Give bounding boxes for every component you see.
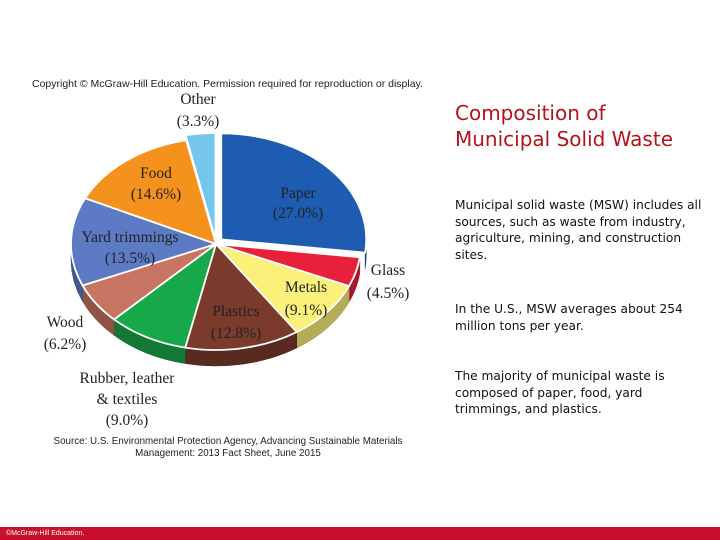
pie-value-glass: (4.5%) xyxy=(367,285,410,302)
pie-value-paper: (27.0%) xyxy=(273,205,323,222)
footer-bar: ©McGraw-Hill Education. xyxy=(0,527,720,540)
pie-value-other: (3.3%) xyxy=(177,113,220,130)
paragraph-msw-definition: Municipal solid waste (MSW) includes all… xyxy=(455,198,702,262)
pie-labels: Paper (27.0%) Glass (4.5%) Metals (9.1%) Plast… xyxy=(44,91,410,429)
paragraph-msw-majority: The majority of municipal waste is compo… xyxy=(455,369,665,416)
pie-slices xyxy=(70,132,368,351)
slide-title-line1: Composition of xyxy=(455,101,606,125)
pie-value-metals: (9.1%) xyxy=(285,302,328,319)
pie-label-other: Other xyxy=(180,91,216,108)
copyright-notice: Copyright © McGraw-Hill Education. Permi… xyxy=(32,78,423,90)
pie-slice-rubber-leather-textiles xyxy=(112,241,218,349)
pie-value-food: (14.6%) xyxy=(131,186,181,203)
source-line1: Source: U.S. Environmental Protection Ag… xyxy=(53,436,403,447)
pie-label-paper: Paper xyxy=(280,185,316,202)
pie-slice-metals xyxy=(213,242,351,334)
pie-label-glass: Glass xyxy=(371,262,405,279)
pie-slice-other xyxy=(184,132,217,240)
pie-label-food: Food xyxy=(140,165,172,182)
footer-copyright: ©McGraw-Hill Education. xyxy=(6,530,85,537)
pie-label-yard-trimmings: Yard trimmings xyxy=(81,229,178,246)
pie-value-plastics: (12.8%) xyxy=(211,325,261,342)
pie-value-rubber-leather-textiles: (9.0%) xyxy=(106,412,149,429)
slide-title-line2: Municipal Solid Waste xyxy=(455,127,673,151)
pie-slice-food xyxy=(83,139,218,246)
pie-label-rubber-leather-textiles-line1: Rubber, leather xyxy=(80,370,176,387)
pie-slice-yard-trimmings xyxy=(70,197,219,287)
pie-value-yard-trimmings: (13.5%) xyxy=(105,250,155,267)
slide-title: Composition of Municipal Solid Waste xyxy=(455,100,705,152)
pie-label-metals: Metals xyxy=(285,279,327,296)
pie-label-plastics: Plastics xyxy=(212,303,259,320)
source-citation: Source: U.S. Environmental Protection Ag… xyxy=(38,436,418,460)
pie-value-wood: (6.2%) xyxy=(44,336,87,353)
source-line2: Management: 2013 Fact Sheet, June 2015 xyxy=(135,448,321,459)
pie-slice-plastics xyxy=(184,242,299,351)
paragraph-msw-tonnage: In the U.S., MSW averages about 254 mill… xyxy=(455,302,683,333)
pie-slice-paper xyxy=(220,132,368,254)
pie-label-rubber-leather-textiles-line2: & textiles xyxy=(97,391,158,408)
pie-label-wood: Wood xyxy=(47,314,84,331)
